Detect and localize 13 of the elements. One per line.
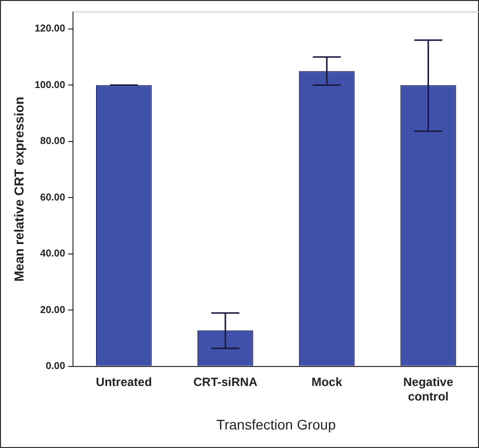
y-tick-label: 60.00 bbox=[40, 192, 66, 204]
y-axis-title: Mean relative CRT expression bbox=[11, 96, 26, 282]
y-tick-label: 120.00 bbox=[34, 24, 66, 35]
y-tick-label: 80.00 bbox=[40, 136, 66, 148]
y-tick-label: 0.00 bbox=[46, 361, 66, 372]
y-tick-label: 100.00 bbox=[34, 80, 66, 91]
y-tick-label: 40.00 bbox=[40, 248, 66, 260]
x-tick-label: CRT-siRNA bbox=[193, 374, 258, 389]
x-axis-title: Transfection Group bbox=[216, 416, 336, 432]
x-tick-label: Negative control bbox=[403, 374, 454, 404]
x-tick-label: Mock bbox=[311, 374, 342, 389]
x-tick-label: Untreated bbox=[96, 374, 152, 389]
y-tick-label: 20.00 bbox=[40, 304, 66, 316]
